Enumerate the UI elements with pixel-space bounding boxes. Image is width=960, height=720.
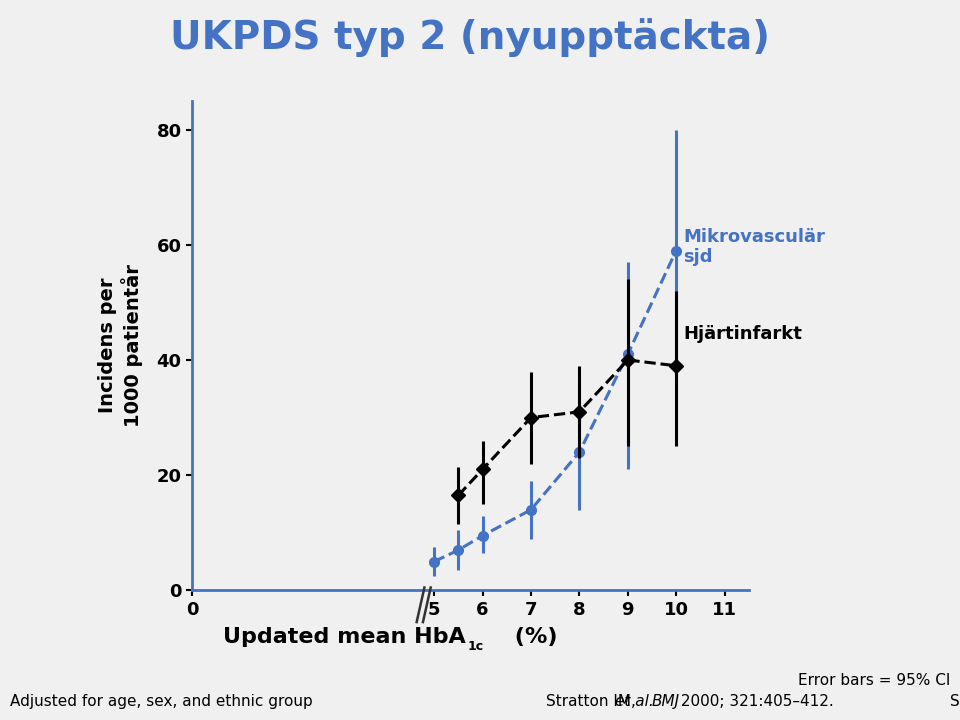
Text: Adjusted for age, sex, and ethnic group: Adjusted for age, sex, and ethnic group: [10, 694, 312, 709]
Text: Stratton IM,: Stratton IM,: [950, 694, 960, 709]
Text: Updated mean HbA: Updated mean HbA: [223, 627, 466, 647]
Text: 2000; 321:405–412.: 2000; 321:405–412.: [676, 694, 833, 709]
Text: et al.: et al.: [615, 694, 654, 709]
Text: (%): (%): [507, 627, 558, 647]
Text: Error bars = 95% CI: Error bars = 95% CI: [798, 672, 950, 688]
Text: Stratton IM,: Stratton IM,: [546, 694, 641, 709]
Y-axis label: Incidens per
1000 patientår: Incidens per 1000 patientår: [98, 264, 143, 427]
Text: Hjärtinfarkt: Hjärtinfarkt: [684, 325, 803, 343]
Text: BMJ: BMJ: [652, 694, 680, 709]
Text: UKPDS typ 2 (nyupptäckta): UKPDS typ 2 (nyupptäckta): [170, 18, 770, 57]
Text: 1c: 1c: [468, 640, 484, 653]
Text: Mikrovasculär
sjd: Mikrovasculär sjd: [684, 228, 826, 266]
